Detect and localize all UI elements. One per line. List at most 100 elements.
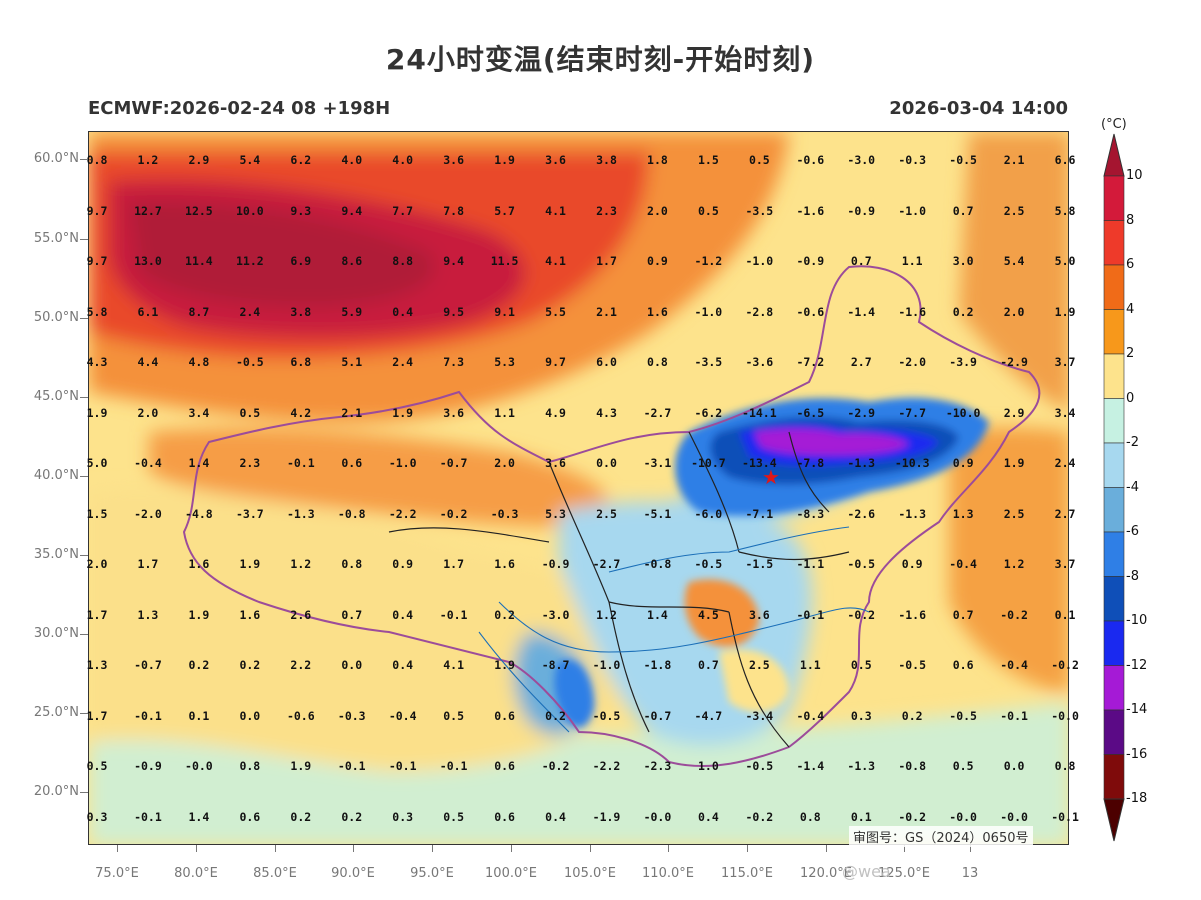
colorbar-label: 10 (1126, 168, 1143, 183)
colorbar-segment (1103, 264, 1125, 310)
colorbar-segment (1103, 309, 1125, 355)
grid-value: 1.3 (952, 506, 974, 521)
colorbar-segment (1103, 353, 1125, 399)
grid-value: -1.4 (796, 759, 825, 773)
colorbar-bottom-arrow (1103, 798, 1125, 842)
colorbar-segment (1103, 487, 1125, 533)
grid-value: 1.2 (290, 557, 312, 571)
grid-value: -0.1 (337, 759, 366, 773)
grid-value: 1.9 (188, 607, 210, 622)
grid-value: 5.7 (494, 203, 515, 218)
grid-value: -0.3 (898, 153, 927, 167)
beijing-star-marker: ★ (762, 465, 780, 489)
grid-value: 9.4 (443, 254, 465, 268)
grid-value: -0.1 (388, 759, 417, 773)
grid-value: -3.4 (745, 708, 774, 723)
lat-tick-label: 55.0°N (33, 231, 79, 246)
grid-value: -14.1 (742, 405, 777, 420)
grid-value: -0.4 (949, 557, 977, 571)
grid-value: 0.8 (86, 153, 108, 167)
grid-value: 0.7 (850, 254, 872, 268)
grid-value: 3.6 (443, 153, 465, 167)
lon-tick (747, 845, 748, 852)
grid-value: -1.4 (847, 304, 876, 319)
colorbar-segment (1103, 220, 1125, 266)
grid-value: -2.2 (388, 506, 417, 521)
grid-value: 3.6 (545, 456, 566, 470)
grid-value: 0.4 (392, 658, 414, 672)
grid-value: -0.4 (134, 456, 162, 470)
grid-value: 4.4 (137, 355, 159, 369)
grid-value: 4.5 (698, 607, 719, 622)
lon-tick-label: 13 (961, 866, 979, 881)
grid-value: -0.9 (796, 254, 825, 268)
grid-value: -1.0 (592, 658, 621, 672)
lat-tick-label: 45.0°N (33, 389, 79, 404)
grid-value: 4.9 (545, 405, 566, 420)
grid-value: 0.5 (239, 405, 261, 420)
grid-value: -0.6 (796, 153, 825, 167)
grid-value: -0.1 (286, 456, 315, 470)
grid-value: -0.9 (134, 759, 162, 773)
lat-tick (80, 555, 88, 556)
grid-value: 4.3 (86, 355, 108, 369)
grid-value: 2.3 (239, 456, 261, 470)
grid-value: -0.2 (1000, 607, 1028, 622)
grid-value: 1.7 (86, 708, 108, 723)
grid-value: 11.5 (490, 254, 519, 268)
grid-value: 4.8 (188, 355, 210, 369)
grid-value: 5.5 (545, 304, 566, 319)
grid-value: 3.4 (188, 405, 210, 420)
grid-value: -0.5 (898, 658, 927, 672)
grid-value: 0.7 (341, 607, 363, 622)
grid-value: 2.0 (1003, 304, 1025, 319)
grid-value: 0.6 (494, 708, 515, 723)
grid-value: 3.7 (1054, 557, 1076, 571)
grid-value: 0.3 (86, 809, 108, 824)
lon-tick (353, 845, 354, 852)
grid-value: 0.5 (748, 153, 770, 167)
lon-tick (904, 845, 905, 852)
colorbar-label: -4 (1126, 479, 1139, 495)
grid-value: 9.3 (290, 203, 312, 218)
valid-time-label: 2026-03-04 14:00 (889, 98, 1068, 119)
grid-value: 1.9 (392, 405, 414, 420)
grid-value: 6.9 (290, 254, 312, 268)
grid-value: 2.1 (341, 405, 363, 420)
lat-tick (80, 397, 88, 398)
grid-value: 0.6 (494, 809, 515, 824)
grid-value: 0.8 (799, 809, 821, 824)
grid-value: 1.9 (1054, 304, 1076, 319)
grid-value: 0.5 (698, 203, 719, 218)
lat-tick (80, 713, 88, 714)
grid-value: -3.7 (235, 506, 264, 521)
grid-value: 1.9 (494, 658, 515, 672)
grid-value: 11.4 (185, 254, 213, 268)
colorbar-label: 2 (1126, 346, 1135, 361)
grid-value: -1.0 (388, 456, 417, 470)
grid-value: 12.5 (185, 203, 213, 218)
colorbar-label: -14 (1126, 702, 1148, 717)
grid-value: 5.0 (86, 456, 108, 470)
lat-tick-label: 20.0°N (33, 784, 79, 799)
grid-value: -7.1 (745, 506, 774, 521)
grid-value: 13.0 (134, 254, 162, 268)
grid-value: -1.0 (745, 254, 774, 268)
grid-value: -0.9 (541, 557, 570, 571)
grid-value: -0.1 (1000, 708, 1028, 723)
grid-value: 5.3 (545, 506, 566, 521)
grid-value: -6.2 (694, 405, 723, 420)
watermark: @wea (842, 862, 891, 881)
grid-value: 5.3 (494, 355, 515, 369)
grid-value: 1.7 (596, 254, 617, 268)
grid-value: -2.0 (134, 506, 162, 521)
grid-value: 0.6 (341, 456, 363, 470)
grid-value: 9.4 (341, 203, 363, 218)
lon-tick-label: 85.0°E (253, 866, 297, 881)
grid-value: 4.1 (545, 254, 566, 268)
lat-tick-label: 60.0°N (33, 151, 79, 166)
colorbar-label: -8 (1126, 568, 1139, 584)
grid-value: 1.6 (494, 557, 515, 571)
colorbar (1103, 133, 1125, 842)
colorbar-label: -10 (1126, 613, 1148, 628)
